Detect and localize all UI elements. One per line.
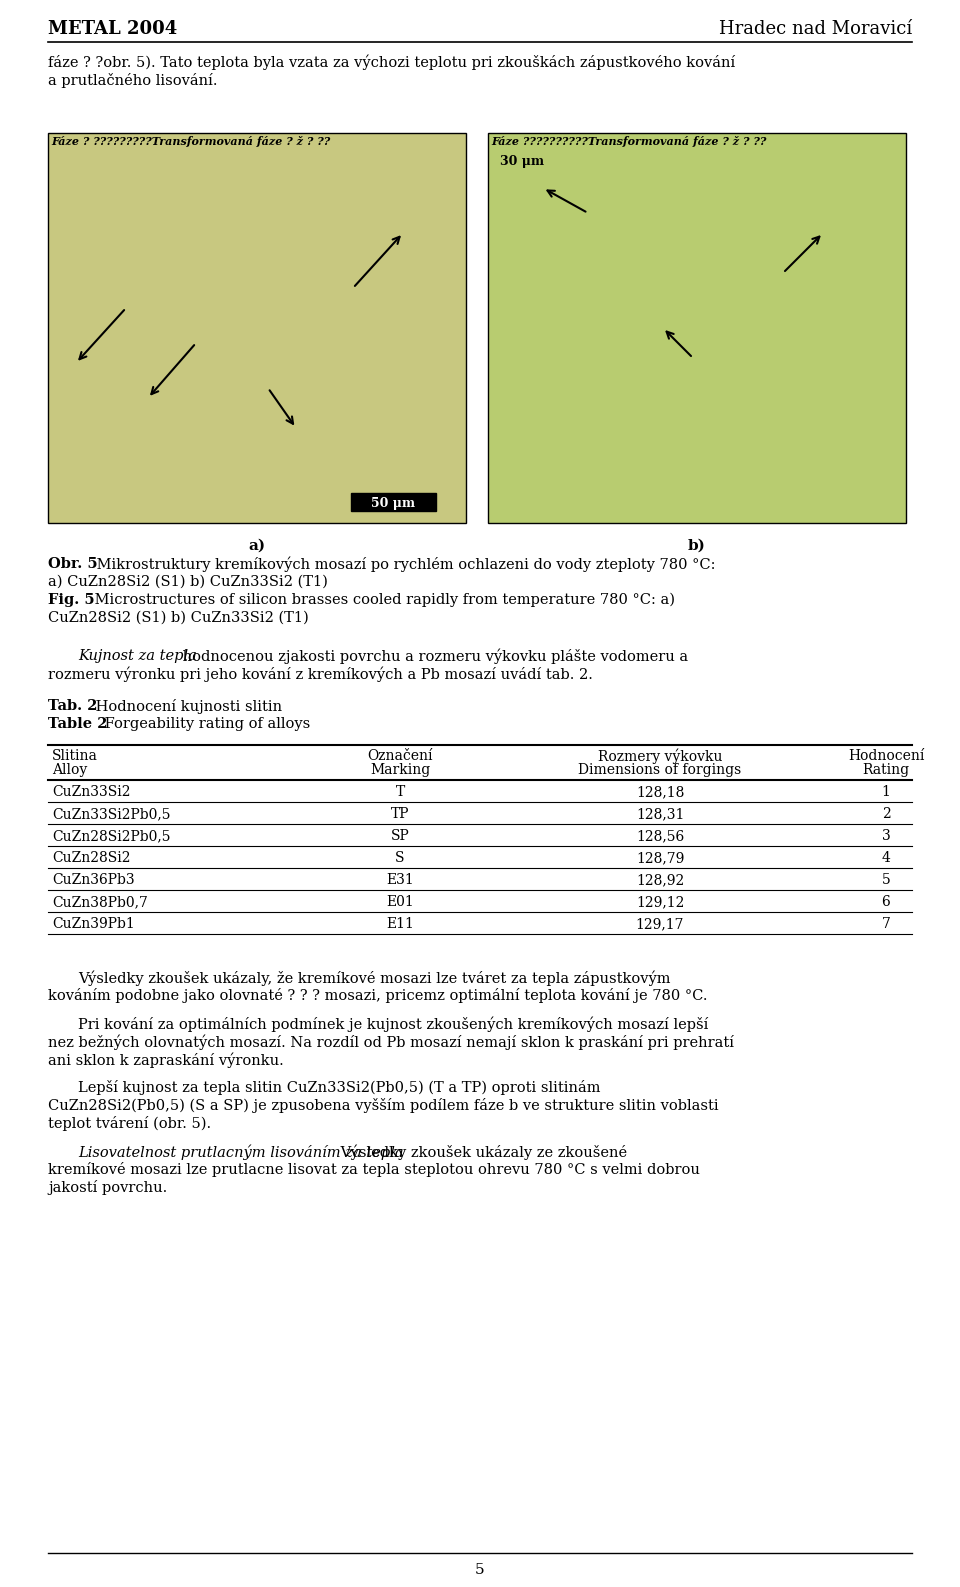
Text: Tab. 2: Tab. 2	[48, 698, 98, 713]
Text: Microstructures of silicon brasses cooled rapidly from temperature 780 °C: a): Microstructures of silicon brasses coole…	[90, 594, 675, 608]
Text: Výsledky zkoušek ukázaly, že kremíkové mosazi lze tváret za tepla zápustkovým: Výsledky zkoušek ukázaly, že kremíkové m…	[78, 970, 670, 986]
Text: CuZn28Si2: CuZn28Si2	[52, 851, 131, 865]
Text: T: T	[396, 786, 404, 798]
Text: Hodnocení: Hodnocení	[848, 749, 924, 763]
Text: Pri kování za optimálních podmínek je kujnost zkoušených kremíkových mosazí lepš: Pri kování za optimálních podmínek je ku…	[78, 1016, 708, 1032]
Text: Alloy: Alloy	[52, 763, 87, 778]
Text: CuZn33Si2Pb0,5: CuZn33Si2Pb0,5	[52, 808, 171, 820]
Text: 7: 7	[881, 917, 891, 932]
Text: Lisovatelnost prutlacným lisováním za tepla: Lisovatelnost prutlacným lisováním za te…	[78, 1144, 403, 1160]
Text: Mikrostruktury kremíkových mosazí po rychlém ochlazeni do vody zteploty 780 °C:: Mikrostruktury kremíkových mosazí po ryc…	[92, 557, 715, 573]
Bar	[488, 133, 906, 524]
Text: ani sklon k zapraskání výronku.: ani sklon k zapraskání výronku.	[48, 1052, 284, 1068]
Text: CuZn39Pb1: CuZn39Pb1	[52, 917, 134, 932]
Text: 128,31: 128,31	[636, 808, 684, 820]
Text: 50 μm: 50 μm	[372, 497, 416, 509]
Text: a) CuZn28Si2 (S1) b) CuZn33Si2 (T1): a) CuZn28Si2 (S1) b) CuZn33Si2 (T1)	[48, 574, 328, 589]
Text: hodnocenou zjakosti povrchu a rozmeru výkovku plášte vodomeru a: hodnocenou zjakosti povrchu a rozmeru vý…	[178, 649, 688, 665]
Text: a prutlačného lisování.: a prutlačného lisování.	[48, 73, 218, 87]
Text: 128,56: 128,56	[636, 828, 684, 843]
Text: CuZn28Si2 (S1) b) CuZn33Si2 (T1): CuZn28Si2 (S1) b) CuZn33Si2 (T1)	[48, 611, 309, 625]
Text: 128,92: 128,92	[636, 873, 684, 887]
Text: 129,12: 129,12	[636, 895, 684, 909]
Text: Lepší kujnost za tepla slitin CuZn33Si2(Pb0,5) (T a TP) oproti slitinám: Lepší kujnost za tepla slitin CuZn33Si2(…	[78, 1081, 601, 1095]
Text: Fig. 5: Fig. 5	[48, 594, 95, 606]
Text: CuZn36Pb3: CuZn36Pb3	[52, 873, 134, 887]
Text: Fáze ??????????Transformovaná fáze ? ž ? ??: Fáze ??????????Transformovaná fáze ? ž ?…	[491, 136, 766, 148]
Text: TP: TP	[391, 808, 409, 820]
Text: 129,17: 129,17	[636, 917, 684, 932]
Text: 128,79: 128,79	[636, 851, 684, 865]
Text: CuZn38Pb0,7: CuZn38Pb0,7	[52, 895, 148, 909]
Text: jakostí povrchu.: jakostí povrchu.	[48, 1181, 167, 1195]
Text: 5: 5	[475, 1563, 485, 1577]
Bar	[351, 494, 436, 511]
Text: kováním podobne jako olovnaté ? ? ? mosazi, pricemz optimální teplota kování je : kováním podobne jako olovnaté ? ? ? mosa…	[48, 989, 708, 1003]
Text: CuZn28Si2(Pb0,5) (S a SP) je zpusobena vyšším podílem fáze b ve strukture slitin: CuZn28Si2(Pb0,5) (S a SP) je zpusobena v…	[48, 1098, 719, 1112]
Text: Hodnocení kujnosti slitin: Hodnocení kujnosti slitin	[91, 698, 282, 714]
Text: 2: 2	[881, 808, 890, 820]
Text: SP: SP	[391, 828, 409, 843]
Text: Rating: Rating	[862, 763, 909, 778]
Text: a): a)	[249, 540, 266, 552]
Text: teplot tvárení (obr. 5).: teplot tvárení (obr. 5).	[48, 1116, 211, 1132]
Text: Rozmery výkovku: Rozmery výkovku	[598, 749, 722, 765]
Text: Výsledky zkoušek ukázaly ze zkoušené: Výsledky zkoušek ukázaly ze zkoušené	[336, 1144, 627, 1160]
Text: Table 2: Table 2	[48, 717, 108, 732]
Text: Marking: Marking	[370, 763, 430, 778]
Text: 30 μm: 30 μm	[500, 156, 544, 168]
Text: Kujnost za tepla: Kujnost za tepla	[78, 649, 197, 663]
Text: 128,18: 128,18	[636, 786, 684, 798]
Text: Slitina: Slitina	[52, 749, 98, 763]
Text: CuZn28Si2Pb0,5: CuZn28Si2Pb0,5	[52, 828, 171, 843]
Text: nez bežných olovnatých mosazí. Na rozdíl od Pb mosazí nemají sklon k praskání pr: nez bežných olovnatých mosazí. Na rozdíl…	[48, 1035, 734, 1049]
Text: E31: E31	[386, 873, 414, 887]
Text: fáze ? ?obr. 5). Tato teplota byla vzata za výchozi teplotu pri zkouškách zápust: fáze ? ?obr. 5). Tato teplota byla vzata…	[48, 56, 735, 70]
Text: CuZn33Si2: CuZn33Si2	[52, 786, 131, 798]
Text: kremíkové mosazi lze prutlacne lisovat za tepla steplotou ohrevu 780 °C s velmi : kremíkové mosazi lze prutlacne lisovat z…	[48, 1162, 700, 1178]
Text: Fáze ? ?????????Transformovaná fáze ? ž ? ??: Fáze ? ?????????Transformovaná fáze ? ž …	[51, 136, 330, 148]
Text: 5: 5	[881, 873, 890, 887]
Text: 4: 4	[881, 851, 891, 865]
Text: Forgeability rating of alloys: Forgeability rating of alloys	[100, 717, 310, 732]
Text: Označení: Označení	[368, 749, 433, 763]
Text: 1: 1	[881, 786, 891, 798]
Text: Dimensions of forgings: Dimensions of forgings	[578, 763, 742, 778]
Text: E11: E11	[386, 917, 414, 932]
Text: 6: 6	[881, 895, 890, 909]
Text: E01: E01	[386, 895, 414, 909]
Text: 3: 3	[881, 828, 890, 843]
Text: METAL 2004: METAL 2004	[48, 21, 178, 38]
Text: Hradec nad Moravicí: Hradec nad Moravicí	[719, 21, 912, 38]
Text: Obr. 5: Obr. 5	[48, 557, 98, 571]
Text: b): b)	[688, 540, 706, 552]
Text: S: S	[396, 851, 405, 865]
Text: rozmeru výronku pri jeho kování z kremíkových a Pb mosazí uvádí tab. 2.: rozmeru výronku pri jeho kování z kremík…	[48, 667, 593, 682]
Bar	[48, 133, 466, 524]
